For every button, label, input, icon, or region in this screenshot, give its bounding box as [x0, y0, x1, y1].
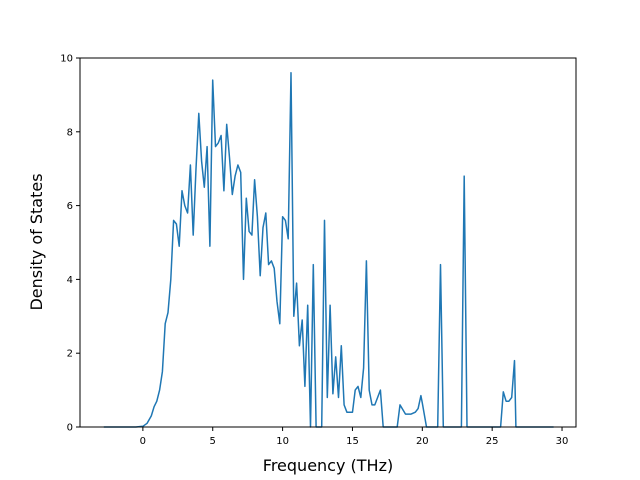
- y-tick-label: 2: [67, 349, 73, 360]
- y-tick-label: 4: [67, 275, 73, 286]
- x-tick-label: 5: [210, 436, 216, 447]
- x-tick-label: 15: [346, 436, 359, 447]
- x-tick-label: 30: [556, 436, 569, 447]
- y-axis: 0 2 4 6 8 10: [60, 54, 80, 434]
- y-tick-label: 8: [67, 127, 73, 138]
- y-axis-label: Density of States: [27, 173, 46, 310]
- y-tick-label: 6: [67, 201, 73, 212]
- axes-frame: [79, 57, 577, 428]
- x-tick-label: 10: [276, 436, 289, 447]
- x-axis: 0 5 10 15 20 25 30: [140, 427, 569, 447]
- x-tick-label: 20: [416, 436, 429, 447]
- y-tick-label: 10: [60, 54, 73, 65]
- x-tick-label: 0: [140, 436, 146, 447]
- x-tick-label: 25: [486, 436, 499, 447]
- y-tick-label: 0: [67, 423, 73, 434]
- x-axis-label: Frequency (THz): [263, 456, 393, 475]
